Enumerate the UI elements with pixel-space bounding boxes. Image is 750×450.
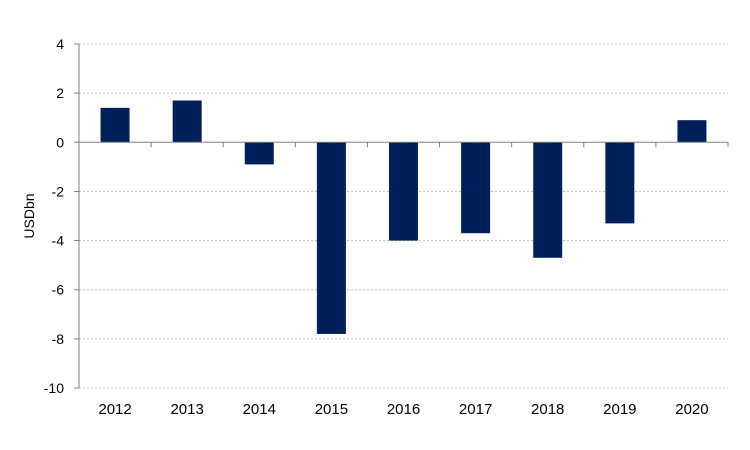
y-tick-label: 0 bbox=[56, 134, 64, 150]
y-tick-label: 2 bbox=[56, 85, 64, 101]
x-tick-label: 2013 bbox=[170, 401, 203, 418]
y-tick-label: -10 bbox=[44, 380, 64, 396]
bar-2013 bbox=[172, 100, 202, 143]
y-tick-label: 4 bbox=[56, 36, 64, 52]
bar-2012 bbox=[100, 107, 130, 143]
x-tick-label: 2018 bbox=[531, 401, 564, 418]
bar-2018 bbox=[533, 142, 563, 258]
bar-2019 bbox=[605, 142, 635, 224]
bar-2014 bbox=[244, 142, 274, 165]
bars bbox=[100, 100, 707, 334]
x-tick-label: 2020 bbox=[675, 401, 708, 418]
bar-2020 bbox=[677, 120, 707, 143]
axes bbox=[74, 43, 729, 389]
bar-2017 bbox=[461, 142, 491, 234]
y-tick-label: -2 bbox=[52, 183, 65, 199]
x-tick-label: 2015 bbox=[315, 401, 348, 418]
x-tick-labels: 2012 2013 2014 2015 2016 2017 2018 2019 2020 bbox=[98, 401, 708, 418]
y-tick-label: -8 bbox=[52, 331, 65, 347]
bar-2016 bbox=[389, 142, 418, 241]
y-axis-label: USDbn bbox=[21, 193, 37, 238]
x-tick-label: 2017 bbox=[459, 401, 492, 418]
x-tick-label: 2019 bbox=[603, 401, 636, 418]
bar-2015 bbox=[316, 142, 346, 334]
y-tick-label: -6 bbox=[52, 282, 65, 298]
y-tick-label: -4 bbox=[52, 233, 65, 249]
x-tick-label: 2014 bbox=[243, 401, 276, 418]
y-tick-labels: 4 2 0 -2 -4 -6 -8 -10 bbox=[44, 36, 64, 396]
x-tick-label: 2016 bbox=[387, 401, 420, 418]
x-tick-label: 2012 bbox=[98, 401, 131, 418]
